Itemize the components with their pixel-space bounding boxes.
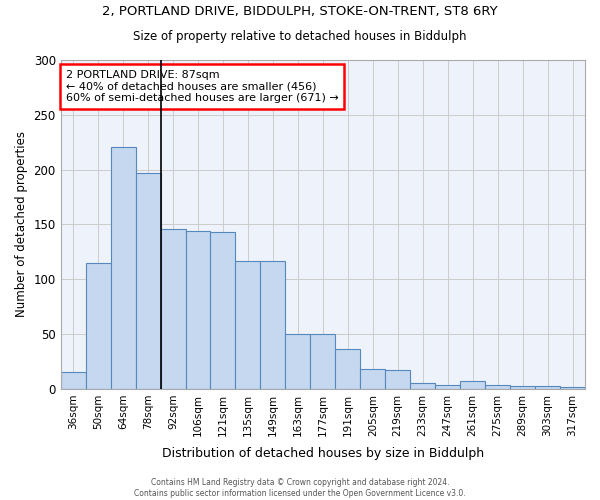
Bar — [510, 386, 535, 389]
Bar — [61, 372, 86, 389]
Text: Contains HM Land Registry data © Crown copyright and database right 2024.
Contai: Contains HM Land Registry data © Crown c… — [134, 478, 466, 498]
Bar — [161, 229, 185, 389]
Bar — [460, 381, 485, 389]
Text: 2, PORTLAND DRIVE, BIDDULPH, STOKE-ON-TRENT, ST8 6RY: 2, PORTLAND DRIVE, BIDDULPH, STOKE-ON-TR… — [102, 5, 498, 18]
Bar — [136, 173, 161, 389]
Bar — [185, 231, 211, 389]
Bar — [535, 386, 560, 389]
Bar — [211, 232, 235, 389]
Bar — [485, 384, 510, 389]
Text: 2 PORTLAND DRIVE: 87sqm
← 40% of detached houses are smaller (456)
60% of semi-d: 2 PORTLAND DRIVE: 87sqm ← 40% of detache… — [66, 70, 338, 103]
Bar — [260, 260, 286, 389]
Bar — [286, 334, 310, 389]
Text: Size of property relative to detached houses in Biddulph: Size of property relative to detached ho… — [133, 30, 467, 43]
Bar — [335, 350, 360, 389]
Bar — [86, 263, 110, 389]
X-axis label: Distribution of detached houses by size in Biddulph: Distribution of detached houses by size … — [162, 447, 484, 460]
Bar — [310, 334, 335, 389]
Bar — [110, 146, 136, 389]
Bar — [560, 386, 585, 389]
Y-axis label: Number of detached properties: Number of detached properties — [15, 132, 28, 318]
Bar — [385, 370, 410, 389]
Bar — [435, 384, 460, 389]
Bar — [235, 260, 260, 389]
Bar — [410, 384, 435, 389]
Bar — [360, 369, 385, 389]
